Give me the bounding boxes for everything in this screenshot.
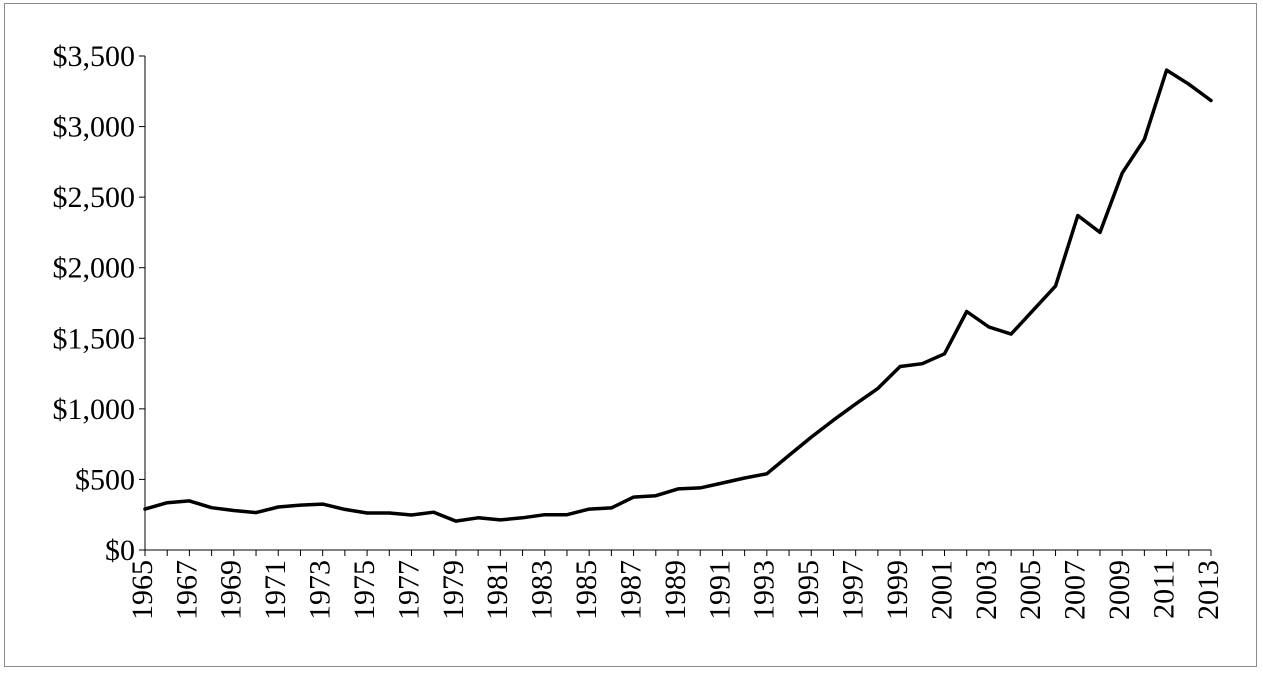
x-tick-label: 2003 (970, 560, 1003, 620)
x-tick-label: 1971 (259, 560, 292, 620)
x-tick-label: 1989 (659, 560, 692, 620)
x-tick-label: 2005 (1014, 560, 1047, 620)
x-tick-label: 1977 (392, 560, 425, 620)
x-tick-label: 1975 (348, 560, 381, 620)
x-tick-label: 1981 (481, 560, 514, 620)
x-tick-label: 1995 (792, 560, 825, 620)
series-line (143, 68, 1213, 523)
x-tick-label: 1985 (570, 560, 603, 620)
x-tick-label: 2001 (925, 560, 958, 620)
x-tick-label: 1969 (215, 560, 248, 620)
x-tick-label: 1979 (437, 560, 470, 620)
x-tick-label: 1993 (748, 560, 781, 620)
chart-frame (4, 3, 1257, 667)
y-tick-label: $1,000 (53, 393, 136, 426)
x-tick-label: 1967 (170, 560, 203, 620)
x-tick-label: 1983 (526, 560, 559, 620)
x-tick-label: 2013 (1192, 560, 1225, 620)
x-tick-label: 2009 (1103, 560, 1136, 620)
x-tick-label: 1973 (304, 560, 337, 620)
y-tick-label: $2,000 (53, 252, 136, 285)
y-tick-label: $2,500 (53, 181, 136, 214)
x-tick-label: 2007 (1059, 560, 1092, 620)
x-tick-label: 2011 (1147, 560, 1180, 619)
x-tick-label: 1997 (837, 560, 870, 620)
x-tick-label: 1987 (614, 560, 647, 620)
y-tick-label: $0 (105, 534, 135, 567)
y-tick-label: $3,500 (53, 40, 136, 73)
y-tick-label: $1,500 (53, 322, 136, 355)
y-tick-label: $3,000 (53, 111, 136, 144)
y-tick-label: $500 (75, 463, 135, 496)
x-tick-label: 1999 (881, 560, 914, 620)
x-tick-label: 1965 (126, 560, 159, 620)
x-tick-label: 1991 (703, 560, 736, 620)
